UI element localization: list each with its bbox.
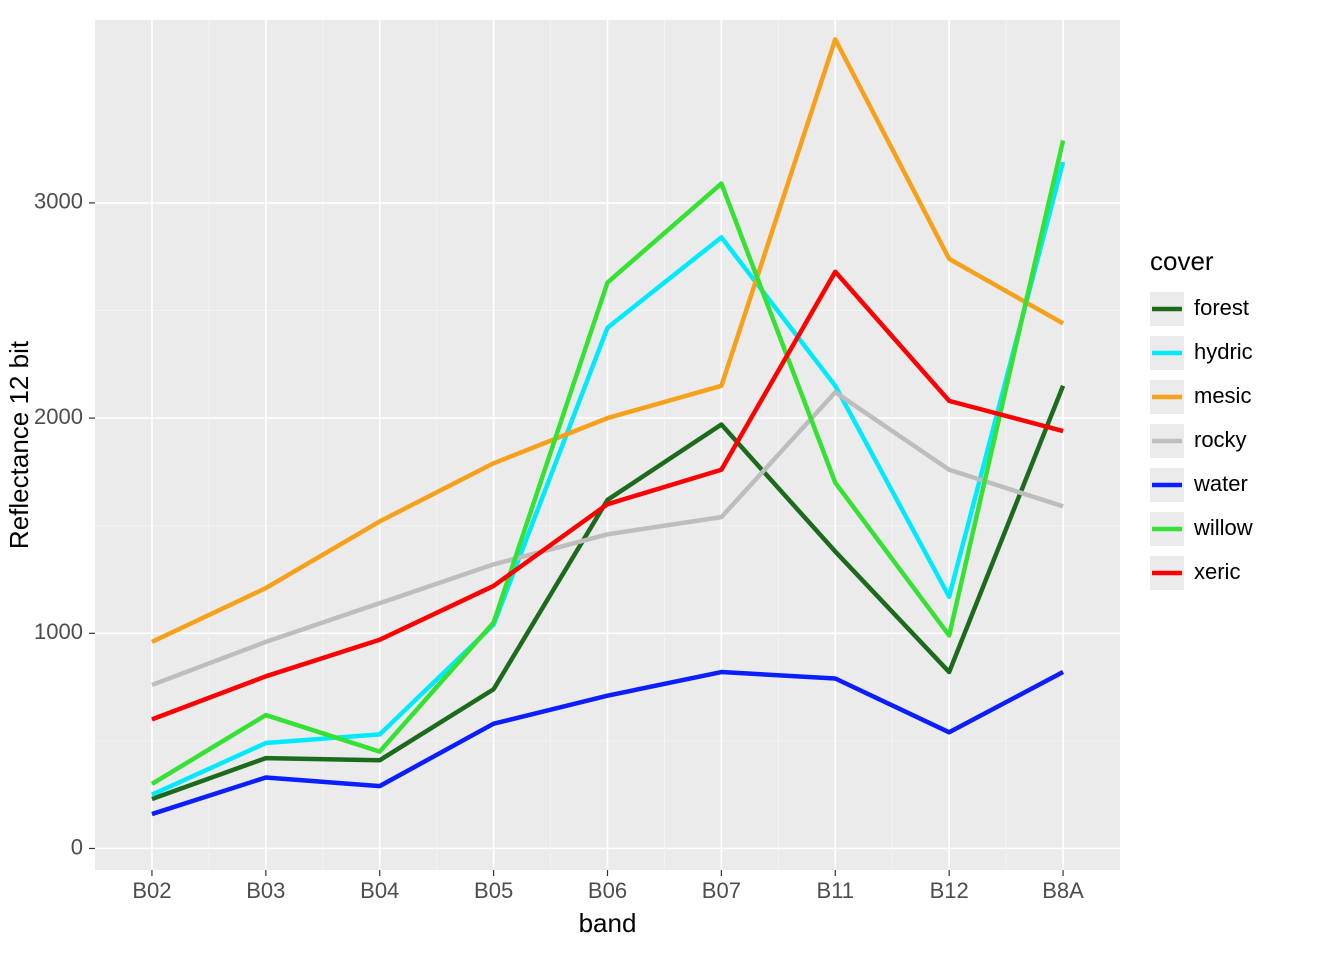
x-tick-label: B06 [588, 878, 627, 903]
y-tick-label: 3000 [34, 189, 83, 214]
y-tick-label: 0 [71, 834, 83, 859]
x-tick-label: B12 [930, 878, 969, 903]
y-axis-title: Reflectance 12 bit [4, 340, 34, 549]
x-tick-label: B04 [360, 878, 399, 903]
x-tick-label: B07 [702, 878, 741, 903]
legend-label-rocky: rocky [1194, 427, 1247, 452]
legend-label-mesic: mesic [1194, 383, 1251, 408]
legend-label-xeric: xeric [1194, 559, 1240, 584]
x-tick-label: B03 [246, 878, 285, 903]
legend-title: cover [1150, 246, 1214, 276]
x-tick-label: B11 [817, 878, 855, 903]
x-axis-title: band [579, 908, 637, 938]
x-tick-label: B8A [1042, 878, 1084, 903]
legend-label-forest: forest [1194, 295, 1249, 320]
legend-label-willow: willow [1193, 515, 1253, 540]
y-tick-label: 1000 [34, 619, 83, 644]
y-tick-label: 2000 [34, 404, 83, 429]
legend-label-hydric: hydric [1194, 339, 1253, 364]
reflectance-line-chart: 0 1000 2000 3000 B02 B03 B04 B05 B06 B07 B11 B12 B8A… [0, 0, 1344, 960]
x-tick-label: B05 [474, 878, 513, 903]
chart-container: 0 1000 2000 3000 B02 B03 B04 B05 B06 B07 B11 B12 B8A… [0, 0, 1344, 960]
x-tick-label: B02 [132, 878, 171, 903]
legend-label-water: water [1193, 471, 1248, 496]
